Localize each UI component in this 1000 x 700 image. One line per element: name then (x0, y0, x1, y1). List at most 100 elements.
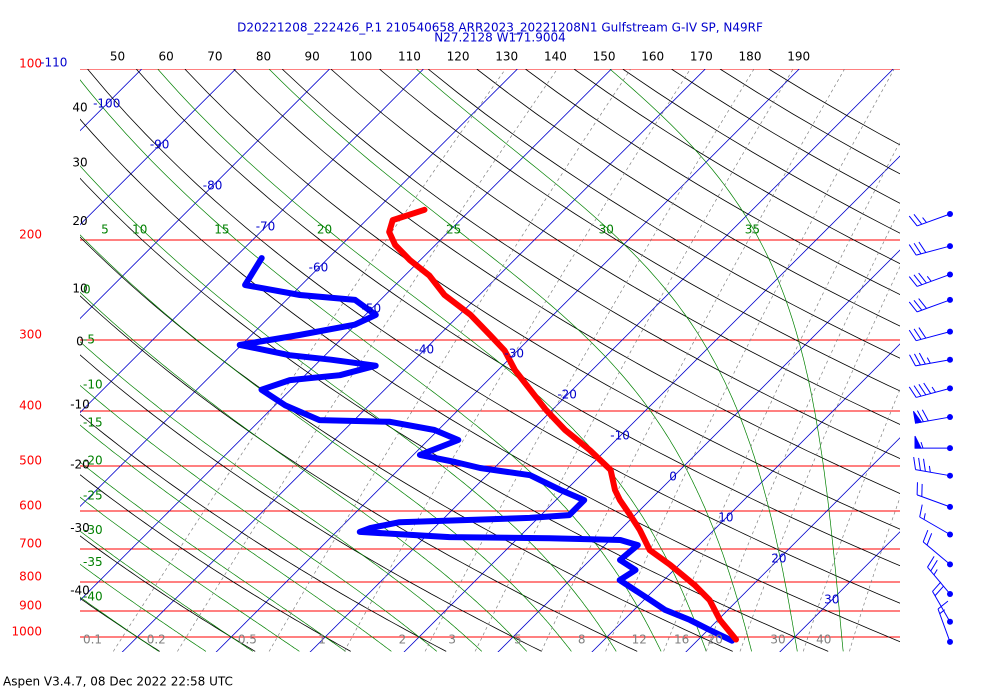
wind-staff (916, 245, 951, 256)
mixing-ratio-label: 40 (816, 633, 831, 647)
mixing-ratio-line (177, 69, 558, 652)
pressure-label: 100 (19, 57, 42, 71)
moist-adiabat-label: 15 (214, 223, 229, 237)
mixing-ratio-label: 30 (770, 633, 785, 647)
mixing-ratio-line (849, 496, 900, 652)
wind-staff (915, 469, 951, 477)
mixing-ratio-line (663, 141, 900, 652)
moist-adiabat-label: -5 (83, 333, 95, 347)
dry-adiabat (233, 69, 900, 494)
wind-staff (922, 541, 951, 565)
pressure-label: 200 (19, 227, 42, 241)
dry-adiabat-label: 160 (641, 50, 664, 64)
dry-adiabat-label: 150 (593, 50, 616, 64)
moist-adiabat-label: -30 (83, 523, 103, 537)
wind-barb (916, 482, 923, 497)
dry-adiabat-label: 100 (349, 50, 372, 64)
isotherm (80, 69, 425, 414)
isotherm-label: -80 (203, 179, 223, 193)
dry-adiabat-label: 120 (447, 50, 470, 64)
dry-adiabat (80, 474, 351, 652)
pressure-label: 500 (19, 454, 42, 468)
moist-adiabat-label: 30 (599, 223, 614, 237)
mixing-ratio-label: 2 (399, 633, 407, 647)
chart-title: D20221208_222426_P.1 210540658 ARR2023_2… (237, 21, 763, 35)
dry-adiabat-label: 70 (207, 50, 222, 64)
mixing-ratio-label: 20 (708, 633, 723, 647)
wind-staff (927, 566, 951, 595)
moist-adiabat-label: -10 (83, 377, 103, 391)
dry-adiabat-label: -30 (70, 521, 90, 535)
dry-adiabat-label: 180 (739, 50, 762, 64)
pressure-label: 1000 (11, 625, 42, 639)
dry-adiabat-label: 90 (304, 50, 319, 64)
dry-adiabat (379, 69, 900, 392)
dry-adiabat-label: 80 (256, 50, 271, 64)
isotherm-label: 10 (718, 511, 733, 525)
isotherm-label: 30 (824, 593, 839, 607)
mixing-ratio-label: 0.2 (147, 633, 166, 647)
dry-adiabat (281, 69, 900, 459)
dry-adiabat-label: 170 (690, 50, 713, 64)
isotherm (80, 69, 519, 508)
moist-adiabat-label: 0 (83, 283, 91, 297)
mixing-ratio-line (605, 69, 895, 652)
pressure-label: 300 (19, 328, 42, 342)
moist-adiabat (80, 79, 662, 652)
dry-adiabat-label: 30 (72, 156, 87, 170)
pressure-label: 400 (19, 398, 42, 412)
dry-adiabat-label: 10 (72, 282, 87, 296)
temperature-profile (386, 206, 739, 643)
mixing-ratio-label: 1 (318, 633, 326, 647)
wind-staff (916, 213, 951, 227)
moist-adiabat (80, 384, 438, 652)
wind-staff (916, 387, 951, 398)
labels: 1002003004005006007008009001000-110-100-… (11, 50, 839, 647)
wind-barb (908, 382, 936, 398)
dry-adiabat (80, 236, 733, 652)
isotherm (779, 531, 900, 652)
wind-barb (913, 457, 931, 473)
isotherm (80, 69, 237, 226)
pressure-label: 700 (19, 537, 42, 551)
dry-adiabat (80, 535, 256, 652)
dry-adiabat (80, 354, 542, 652)
isotherm-label: 0 (669, 470, 677, 484)
wind-barb (932, 581, 944, 597)
mixing-ratio-label: 5 (514, 633, 522, 647)
mixing-ratio-line (343, 69, 691, 652)
wind-barb (914, 435, 924, 449)
dry-adiabat (87, 69, 900, 604)
wind-barb (919, 504, 926, 520)
dry-adiabat (80, 295, 638, 652)
wind-barb (909, 352, 931, 367)
isotherm-label: -60 (309, 261, 329, 275)
isotherm (80, 69, 612, 601)
moist-adiabat-label: 20 (317, 223, 332, 237)
moist-adiabat-label: -25 (83, 489, 103, 503)
moist-adiabat (80, 234, 572, 652)
dry-adiabat-label: 190 (787, 50, 810, 64)
isotherm-label: -30 (504, 347, 524, 361)
wind-staff (915, 359, 951, 367)
moist-adiabat (80, 496, 300, 652)
mixing-ratio-line (705, 208, 900, 652)
moist-adiabat (80, 461, 346, 652)
dry-adiabat-label: 50 (110, 50, 125, 64)
pressure-label: 900 (19, 599, 42, 613)
mixing-ratio-line (113, 69, 506, 652)
moist-adiabat (80, 596, 159, 652)
moist-adiabat (609, 69, 844, 652)
isotherm (591, 343, 900, 652)
pressure-label: 800 (19, 569, 42, 583)
dewpoint-profile (236, 255, 735, 644)
dry-adiabat-label: 110 (398, 50, 421, 64)
dry-adiabat (135, 69, 900, 567)
isotherm-label: -110 (40, 56, 67, 70)
mixing-ratio-label: 12 (632, 633, 647, 647)
wind-barb (937, 600, 949, 615)
wind-staff (916, 494, 951, 508)
mixing-ratio-label: 16 (674, 633, 689, 647)
moist-adiabat (80, 341, 483, 652)
